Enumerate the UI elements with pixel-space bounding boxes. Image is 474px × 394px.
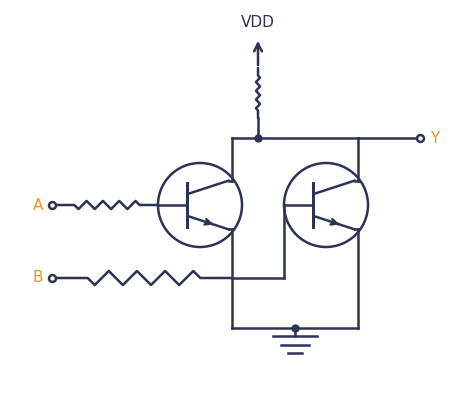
Text: VDD: VDD (241, 15, 275, 30)
Text: B: B (33, 271, 43, 286)
Text: A: A (33, 197, 43, 212)
Text: Y: Y (430, 130, 439, 145)
